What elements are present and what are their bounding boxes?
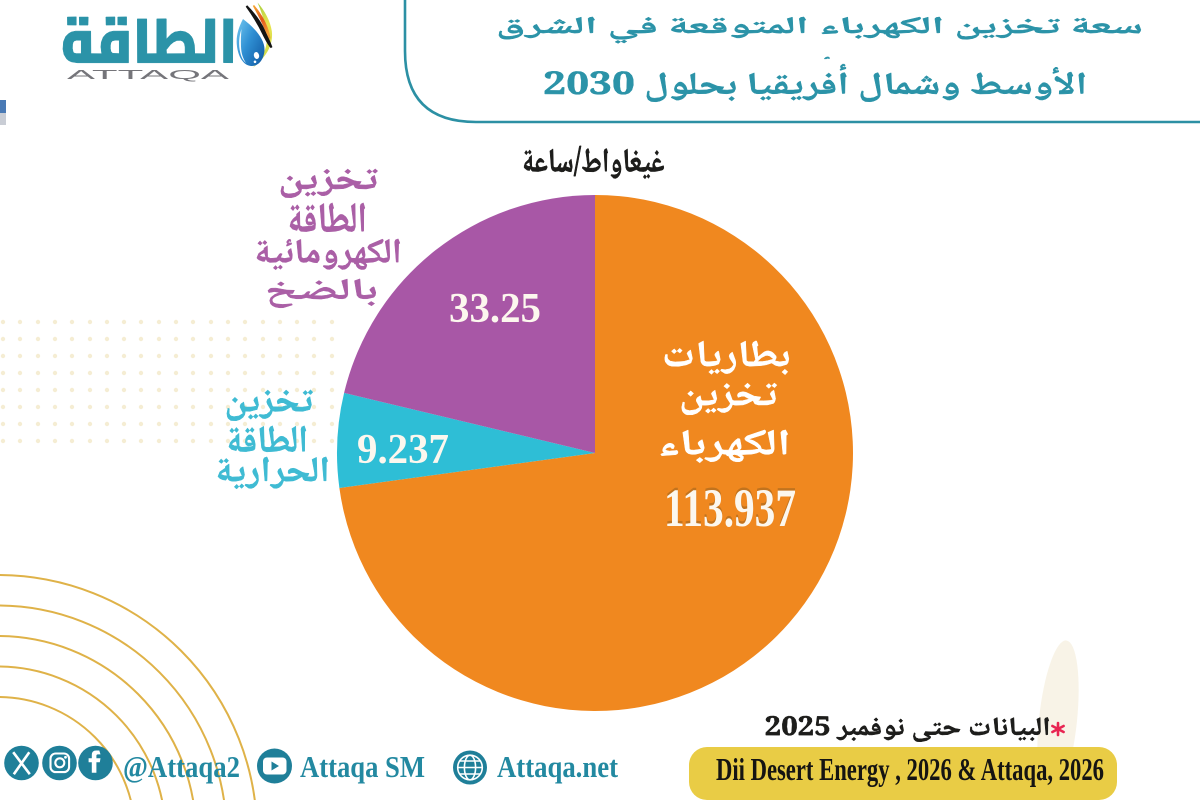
- svg-text:Attaqa SM: Attaqa SM: [300, 749, 425, 784]
- svg-text:@Attaqa2: @Attaqa2: [123, 749, 240, 784]
- svg-text:Dii Desert Energy , 2026 & Att: Dii Desert Energy , 2026 & Attaqa, 2026: [716, 751, 1104, 787]
- svg-text:Attaqa.net: Attaqa.net: [497, 749, 619, 784]
- svg-text:113.937: 113.937: [664, 478, 796, 538]
- svg-text:33.25: 33.25: [449, 286, 541, 332]
- svg-text:9.237: 9.237: [357, 427, 449, 473]
- svg-text:ATTAQA: ATTAQA: [67, 68, 231, 82]
- svg-text:113.937: 113.937: [664, 476, 796, 536]
